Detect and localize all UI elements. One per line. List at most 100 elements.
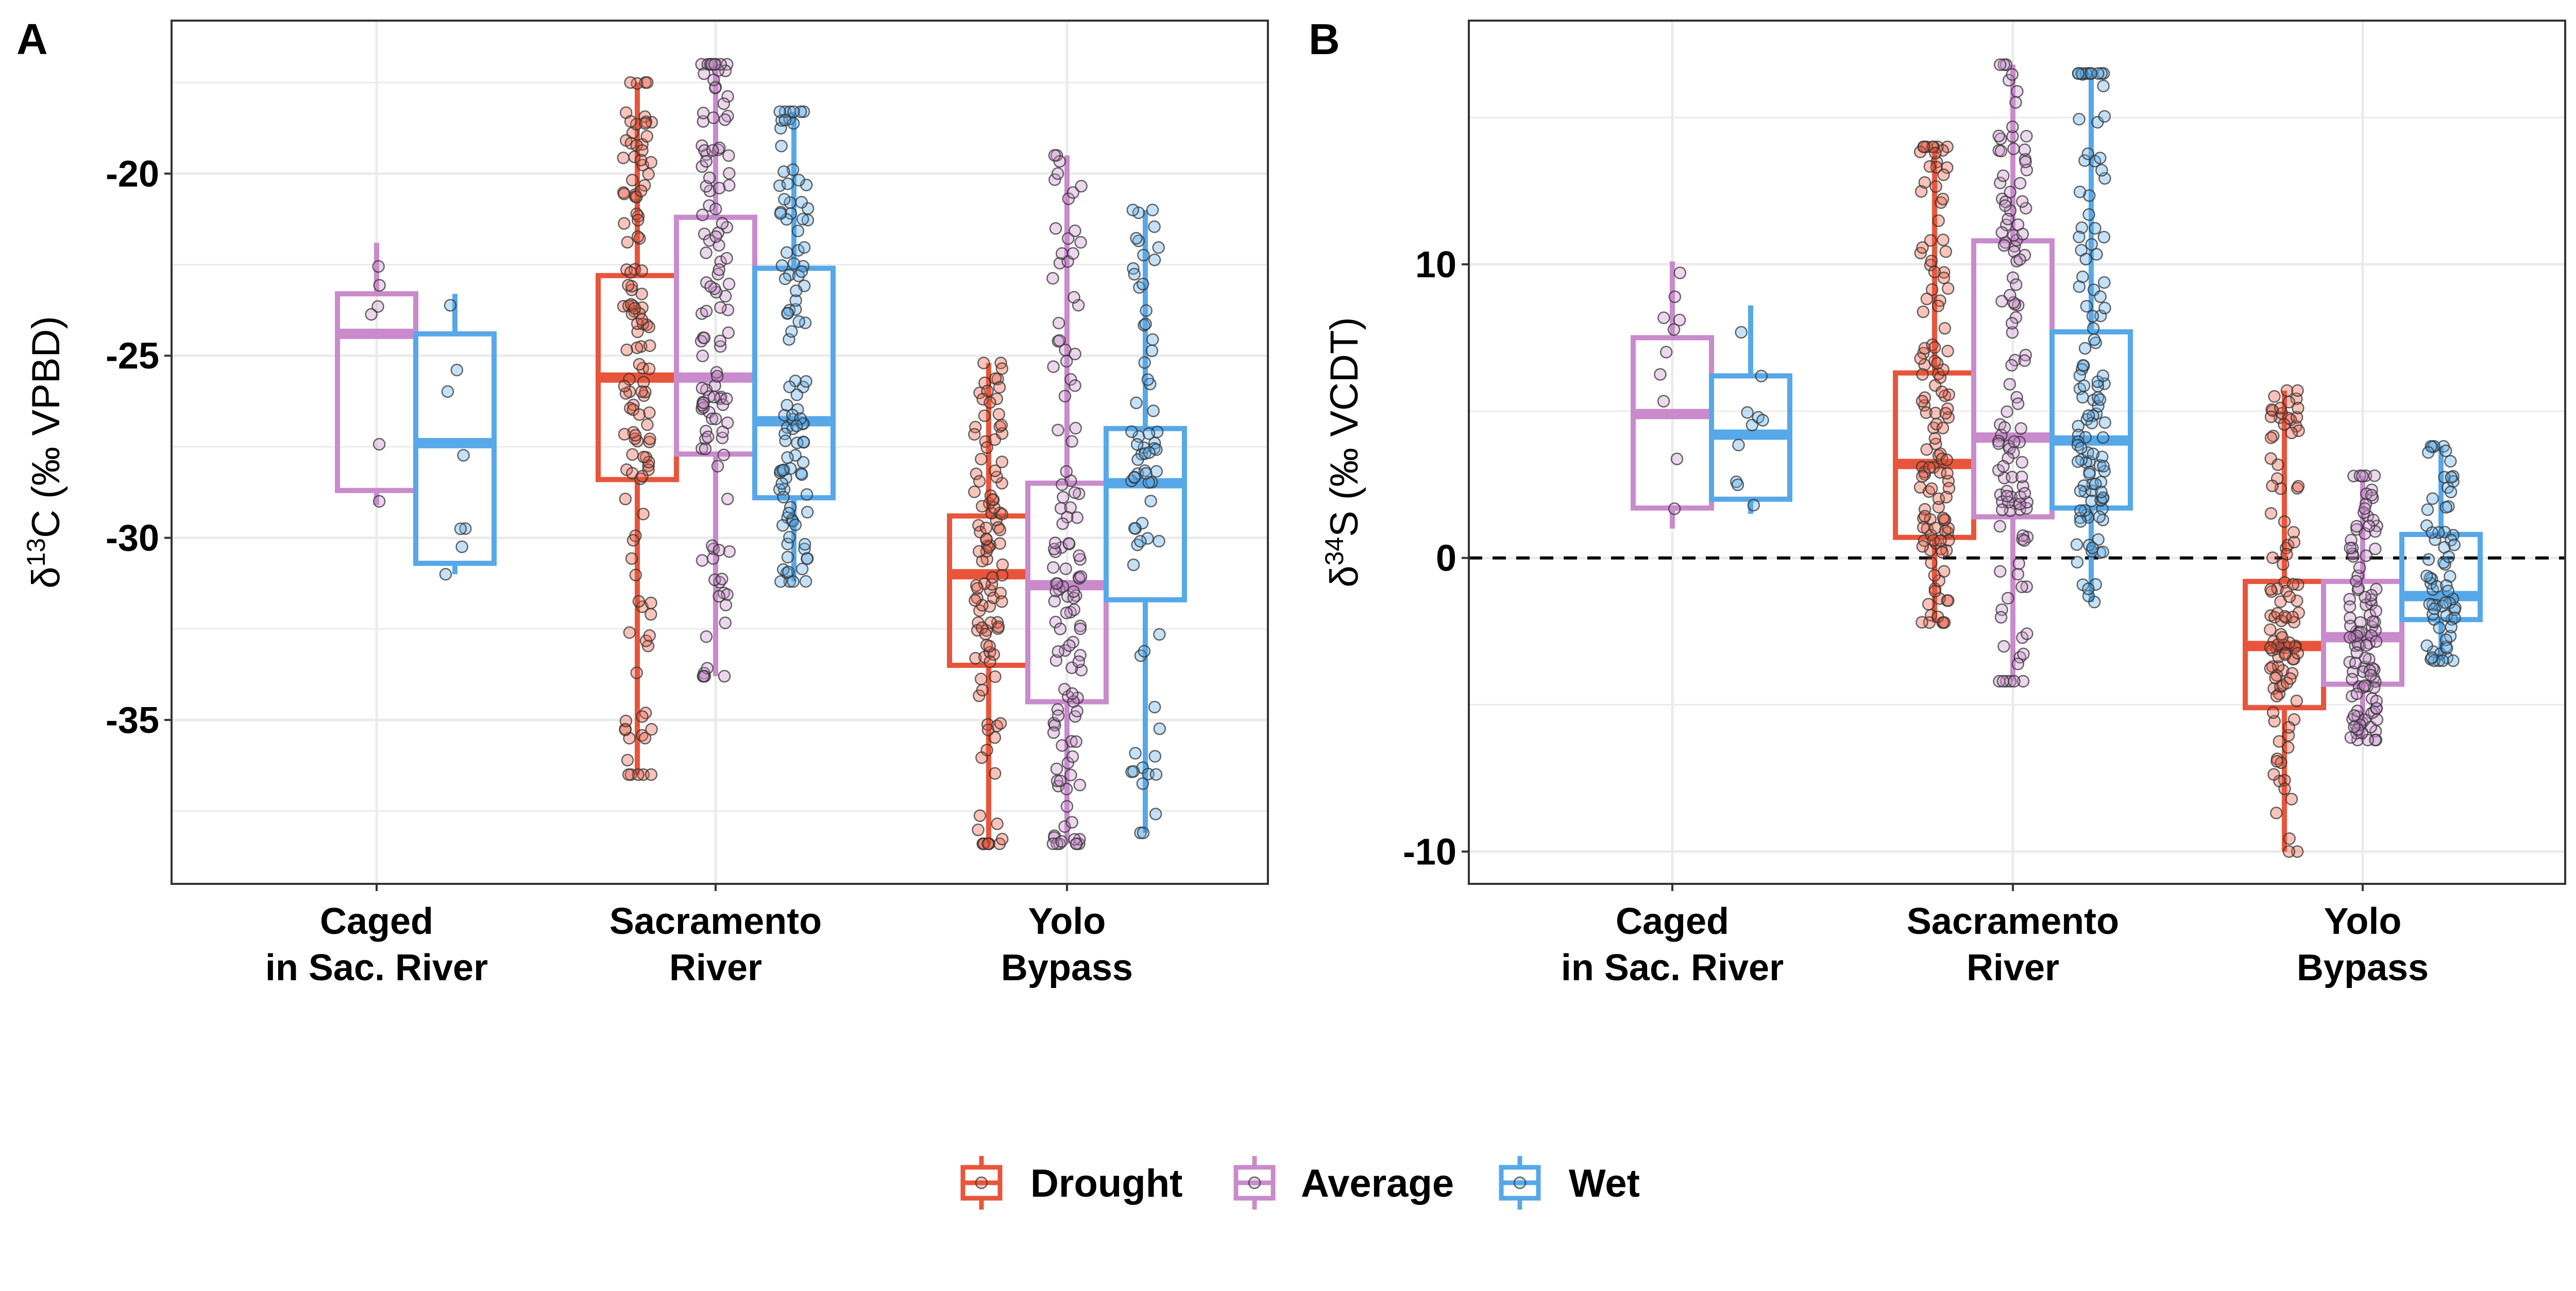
data-point [1055,835,1068,848]
data-point [2439,444,2452,458]
data-point [696,349,709,362]
jitter-points [1992,58,2034,688]
data-point [2095,164,2108,177]
data-point [973,475,986,488]
data-point [1060,355,1073,368]
data-point [1936,192,1950,206]
data-point [2282,395,2296,409]
data-point [2363,664,2377,677]
data-point [2006,68,2019,81]
data-point [787,105,800,118]
data-point [2009,278,2023,291]
data-point [639,385,652,398]
data-point [1142,427,1156,440]
data-point [718,113,732,126]
data-point [1929,522,1942,534]
data-point [701,430,715,444]
data-point [789,294,802,307]
data-point [2287,535,2301,549]
data-point [2292,424,2305,438]
boxplot [2321,469,2404,747]
data-point [631,341,643,355]
data-point [995,568,1009,582]
data-point [2280,384,2294,397]
boxplot [1971,58,2055,688]
x-tick-label: River [1967,947,2059,988]
data-point [2073,113,2086,126]
data-point [790,420,803,432]
data-point [372,495,386,508]
data-point [2266,479,2279,493]
boxplot [2243,384,2326,858]
data-point [1995,503,2009,516]
data-point [775,477,788,490]
x-tick-label: Yolo [2324,901,2402,942]
data-point [643,406,656,419]
jitter-points [694,58,736,683]
data-point [699,442,712,456]
data-point [454,522,467,535]
data-point [2352,582,2365,595]
data-point [1924,234,1937,247]
data-point [2094,290,2107,303]
data-point [459,522,472,535]
data-point [2011,658,2025,670]
y-axis-label-prefix: δ [1323,565,1366,587]
data-point [705,539,719,552]
data-point [2278,515,2291,528]
data-point [795,265,808,278]
data-point [992,620,1005,633]
data-point [622,768,635,781]
data-point [1065,435,1078,448]
data-point [710,366,723,379]
data-point [1075,180,1088,193]
data-point [633,232,646,245]
data-point [2278,782,2291,795]
data-point [2285,426,2298,440]
data-point [1993,58,2007,71]
data-point [1937,168,1950,181]
data-point [2014,422,2027,435]
data-point [2075,221,2089,234]
data-point [2094,152,2107,164]
data-point [1942,388,1955,401]
data-point [2018,143,2031,156]
data-point [2076,391,2089,404]
data-point [637,450,650,464]
data-point [626,534,640,547]
jitter-points [2343,469,2384,747]
data-point [622,279,635,292]
data-point [1997,169,2010,182]
data-point [975,452,988,466]
data-point [625,552,638,565]
data-point [1137,826,1150,840]
data-point [1916,241,1929,254]
data-point [1061,757,1075,769]
data-point [631,230,645,243]
data-point [457,449,470,462]
data-point [1056,478,1069,491]
data-point [626,174,639,187]
y-axis-label: δ34S (‰ VCDT) [1320,317,1366,587]
x-tick-label: in Sac. River [1561,947,1784,988]
data-point [2362,519,2376,532]
data-point [2346,673,2359,686]
data-point [976,393,989,406]
data-point [1053,334,1066,347]
data-point [995,456,1009,468]
boxplot [413,294,497,581]
data-point [2421,503,2434,516]
data-point [2096,545,2109,559]
data-point [2429,533,2442,546]
data-point [1054,774,1067,787]
box [2049,329,2133,511]
data-point [2439,501,2452,514]
data-point [1939,407,1952,420]
data-point [1925,556,1938,569]
data-point [703,199,716,212]
data-point [696,554,709,567]
data-point [2368,542,2382,556]
data-point [1058,820,1071,833]
data-point [1938,322,1952,335]
data-point [1992,129,2005,143]
